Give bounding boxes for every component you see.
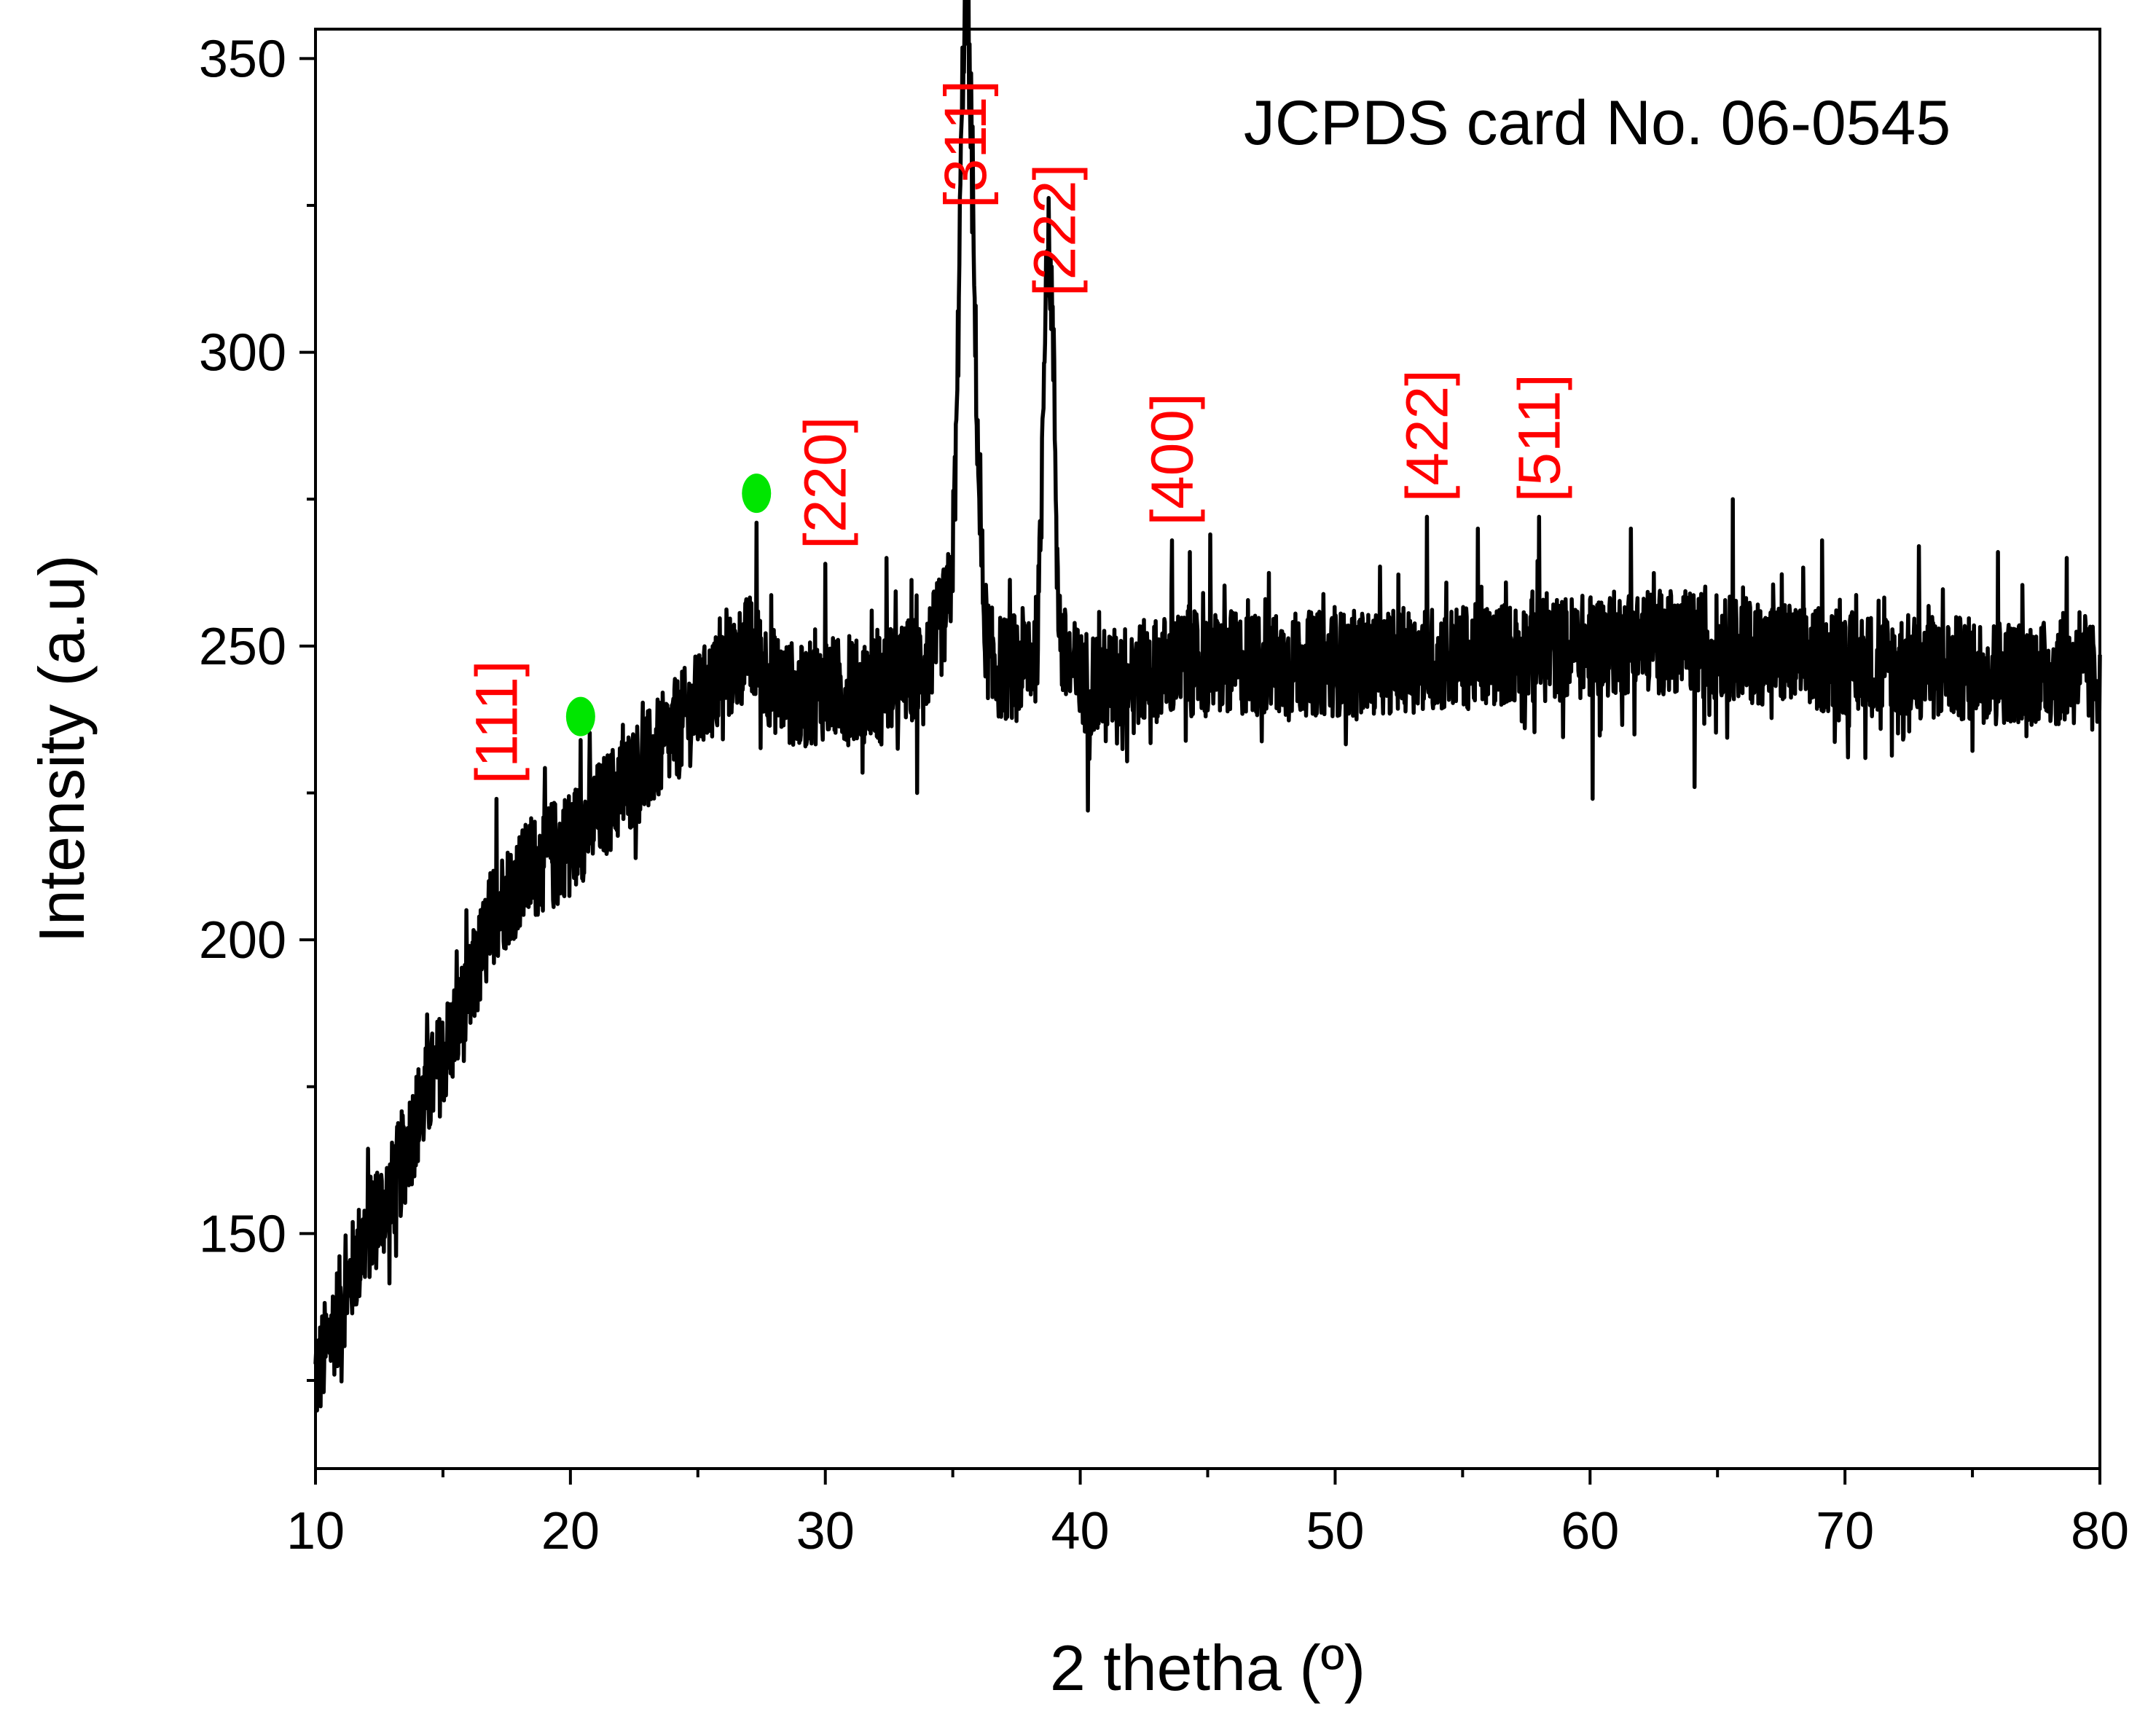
- y-tick-label: 200: [199, 911, 286, 970]
- x-tick-label: 50: [1306, 1502, 1364, 1560]
- peak-label: [111]: [463, 660, 530, 784]
- peak-label: [511]: [1506, 374, 1572, 502]
- y-axis-label: Intensity (a.u): [26, 554, 98, 943]
- x-tick-label: 80: [2071, 1502, 2129, 1560]
- data-layer: [313, 0, 2102, 1412]
- y-tick-label: 250: [199, 618, 286, 676]
- ticks-layer: 10 20 30 40 50 60 70 80 150 200 250 300 350: [199, 30, 2129, 1560]
- markers-layer: [565, 474, 772, 736]
- peak-label: [400]: [1140, 393, 1206, 525]
- plot-frame: [314, 28, 2101, 1470]
- phase-marker: [565, 696, 595, 736]
- peak-labels-layer: [111] [220] [311] [222] [400] [422] [511]: [463, 80, 1572, 785]
- x-axis-label: 2 thetha (º): [1050, 1632, 1365, 1704]
- x-tick-label: 70: [1816, 1502, 1874, 1560]
- peak-label: [222]: [1022, 164, 1089, 296]
- y-tick-label: 350: [199, 30, 286, 88]
- xrd-pattern-line: [313, 0, 2102, 1412]
- phase-marker: [742, 474, 772, 514]
- jcpds-annotation: JCPDS card No. 06-0545: [1244, 88, 1951, 158]
- peak-label: [220]: [793, 417, 859, 549]
- x-tick-label: 20: [541, 1502, 600, 1560]
- peak-label: [422]: [1394, 369, 1460, 502]
- x-tick-label: 30: [796, 1502, 855, 1560]
- x-tick-label: 10: [286, 1502, 345, 1560]
- peak-label: [311]: [933, 80, 999, 208]
- x-tick-label: 40: [1051, 1502, 1110, 1560]
- y-tick-label: 300: [199, 324, 286, 382]
- axes-layer: [314, 28, 2101, 1470]
- y-tick-label: 150: [199, 1205, 286, 1263]
- x-tick-label: 60: [1561, 1502, 1619, 1560]
